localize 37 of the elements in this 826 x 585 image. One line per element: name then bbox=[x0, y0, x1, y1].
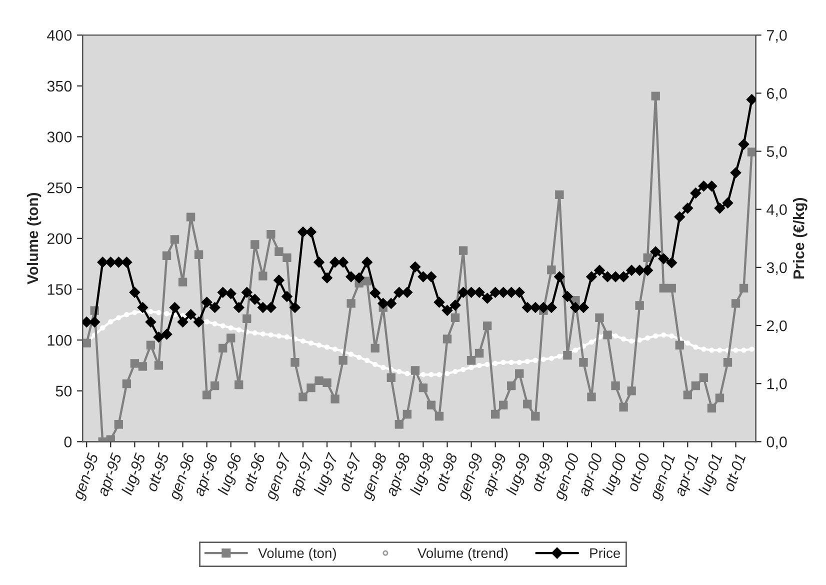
x-tick-label: ott-01 bbox=[722, 453, 746, 492]
legend-label: Price bbox=[590, 548, 620, 558]
y-tick-label: 50 bbox=[56, 386, 72, 397]
x-tick-label: lug-00 bbox=[602, 452, 630, 497]
y-tick-label: 100 bbox=[48, 334, 72, 346]
legend-label: Volume (ton) bbox=[258, 548, 336, 561]
y2-tick-label: 5,0 bbox=[766, 146, 787, 159]
x-tick-label: gen-96 bbox=[170, 452, 195, 502]
y-tick-label: 350 bbox=[47, 80, 72, 92]
x-tick-label: ott-00 bbox=[626, 452, 650, 492]
y2-tick-label: 1,0 bbox=[767, 378, 787, 392]
x-tick-label: gen-01 bbox=[649, 453, 678, 502]
y2-tick-label: 4,0 bbox=[766, 204, 787, 217]
y-tick-label: 250 bbox=[47, 182, 72, 194]
y-axis-title: Volume (ton) bbox=[26, 193, 42, 284]
x-tick-label: gen-98 bbox=[362, 452, 388, 502]
y2-tick-label: 2,0 bbox=[766, 320, 787, 333]
x-tick-label: lug-01 bbox=[698, 453, 726, 497]
y-tick-label: 0 bbox=[64, 436, 72, 448]
y-tick-label: 300 bbox=[47, 132, 72, 142]
y2-tick-label: 7,0 bbox=[766, 30, 787, 43]
y2-tick-label: 3,0 bbox=[766, 262, 787, 275]
x-tick-label: ott-99 bbox=[530, 452, 554, 492]
x-tick-label: ott-96 bbox=[242, 452, 266, 492]
x-tick-label: gen-97 bbox=[266, 452, 291, 502]
x-tick-label: lug-99 bbox=[506, 452, 534, 497]
y-tick-label: 150 bbox=[48, 284, 72, 295]
y-tick-label: 200 bbox=[47, 233, 72, 244]
y-tick-label: 400 bbox=[47, 30, 72, 41]
legend-label: Volume (trend) bbox=[417, 548, 508, 561]
x-tick-label: lug-96 bbox=[216, 452, 245, 497]
x-tick-label: gen-95 bbox=[74, 452, 99, 502]
x-tick-label: gen-99 bbox=[459, 452, 484, 502]
y2-tick-label: 0,0 bbox=[766, 436, 787, 450]
y2-axis-title: Price (€/kg) bbox=[793, 198, 808, 279]
x-tick-label: gen-00 bbox=[555, 452, 580, 502]
y2-tick-label: 6,0 bbox=[766, 88, 787, 101]
